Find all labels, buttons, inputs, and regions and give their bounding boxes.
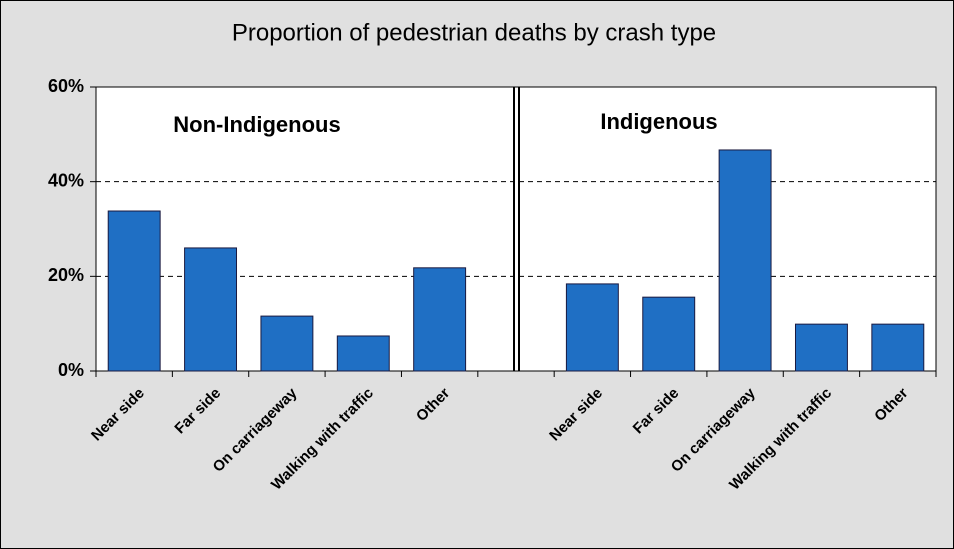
bar [107,210,161,372]
panel-label: Non-Indigenous [173,112,340,137]
bar [413,267,467,372]
y-tick-label: 20% [48,265,84,285]
bar [565,283,619,372]
bar [718,149,772,372]
y-tick-label: 40% [48,170,84,190]
bar [336,335,390,372]
panel-label: Indigenous [600,109,717,134]
bar [260,315,314,372]
y-tick-label: 60% [48,76,84,96]
bar [794,323,848,372]
bar [642,296,696,372]
bar [871,323,925,372]
chart-title: Proportion of pedestrian deaths by crash… [232,19,716,46]
y-tick-label: 0% [58,360,84,380]
bar [184,247,238,372]
